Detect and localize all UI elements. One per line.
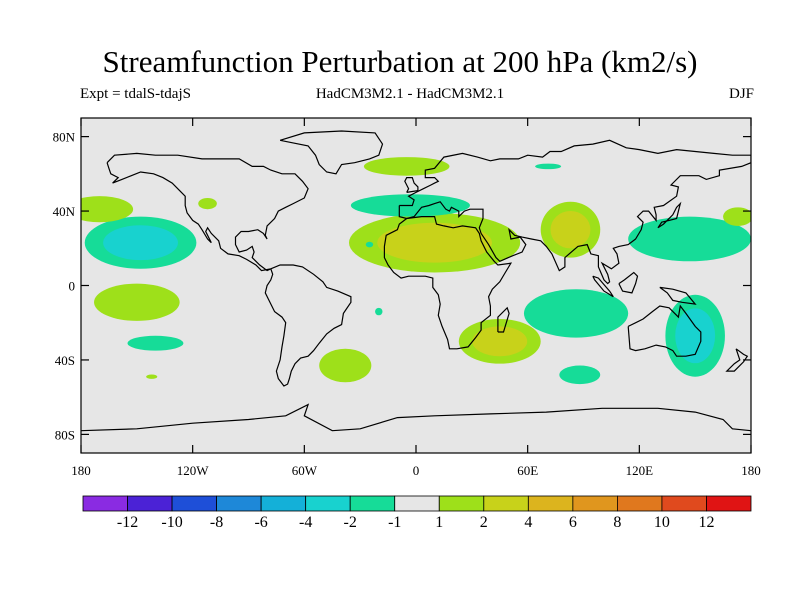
coastline-new-guinea (659, 286, 697, 305)
lat-tick-label: 40S (55, 353, 75, 368)
coastline-antarctica (81, 403, 751, 432)
coastline-eurasia (398, 139, 751, 285)
experiment-label: Expt = tdalS-tdajS (80, 86, 191, 102)
colorbar-label: 12 (698, 514, 714, 531)
anomaly-pacific-neg-tropics-north-level-1 (103, 225, 178, 261)
coastline-japan (657, 201, 682, 229)
anomaly-southern-africa-pos-level-1 (472, 326, 528, 357)
colorbar-label: 1 (435, 514, 443, 531)
colorbar-swatch (82, 495, 128, 512)
colorbar-swatch (394, 495, 440, 512)
colorbar-swatch (216, 495, 262, 512)
colorbar: -12 -10 -8 -6 -4 -2 -1 1 2 4 6 8 10 12 (82, 495, 752, 531)
coastline-sumatra (592, 275, 614, 298)
anomaly-pacific-pos-midlat-north-level-0 (81, 196, 134, 223)
coastlines (81, 130, 751, 432)
coastline-africa (383, 216, 513, 350)
coastline-borneo (618, 271, 639, 294)
plot-title: Streamfunction Perturbation at 200 hPa (… (102, 44, 698, 79)
lat-tick-label: 0 (69, 279, 76, 294)
colorbar-swatch (706, 495, 752, 512)
anomaly-indian-ocean-neg-south-level-0 (559, 365, 601, 385)
lon-tick-label: 180 (741, 463, 761, 478)
model-label: HadCM3M2.1 - HadCM3M2.1 (315, 86, 505, 102)
colorbar-swatch (171, 495, 217, 512)
colorbar-label: -2 (344, 514, 357, 531)
anomaly-north-atlantic-neg-small-level-0 (198, 198, 217, 210)
colorbar-swatch (661, 495, 707, 512)
colorbar-label: -12 (117, 514, 138, 531)
anomaly-asia-pos-level-1 (550, 210, 591, 249)
coastline-greenland (279, 130, 384, 175)
anomaly-pacific-neg-south-level-0 (127, 335, 184, 351)
anomaly-pacific-pos-small-south-level-0 (146, 374, 158, 379)
lon-tick-label: 180 (71, 463, 91, 478)
colorbar-label: 10 (654, 514, 670, 531)
coastline-south-america (264, 264, 352, 387)
colorbar-label: 4 (524, 514, 532, 531)
colorbar-label: -4 (299, 514, 312, 531)
coastline-north-america (106, 152, 309, 272)
anomaly-australia-neg-level-1 (675, 308, 716, 364)
lat-tick-label: 80S (55, 427, 75, 442)
anomaly-arctic-pos-greenland-sea-level-0 (363, 157, 450, 176)
colorbar-label: -8 (210, 514, 223, 531)
lon-tick-label: 120W (177, 463, 210, 478)
colorbar-label: 8 (613, 514, 621, 531)
colorbar-swatch (260, 495, 307, 512)
coastline-australia (627, 304, 702, 357)
colorbar-swatch (617, 495, 663, 512)
lon-tick-label: 60E (517, 463, 538, 478)
lat-tick-label: 40N (53, 204, 76, 219)
lon-tick-label: 0 (413, 463, 420, 478)
anomaly-west-pacific-pos-north-level-0 (723, 207, 751, 226)
colorbar-swatch (483, 495, 529, 512)
colorbar-swatch (305, 495, 351, 512)
colorbar-label: 6 (569, 514, 577, 531)
coastline-madagascar (497, 306, 510, 333)
coastline-uk (404, 177, 419, 193)
colorbar-swatch (438, 495, 485, 512)
anomaly-south-atlantic-pos-level-0 (319, 348, 372, 383)
coastline-new-zealand (725, 348, 749, 372)
colorbar-label: 2 (480, 514, 488, 531)
lon-tick-label: 60W (292, 463, 318, 478)
anomaly-indian-ocean-neg-level-0 (523, 289, 629, 338)
axis-ticks: 80N 40N 0 40S 80S 180 120W 60W 0 60E 120E 180 (53, 118, 761, 478)
anomaly-pacific-pos-south-level-0 (94, 283, 180, 321)
anomaly-east-asia-neg-small-level-0 (535, 163, 562, 170)
colorbar-swatch (572, 495, 618, 512)
lat-tick-label: 80N (53, 130, 76, 145)
anomaly-south-atlantic-neg-small-level-0 (375, 307, 383, 316)
lon-tick-label: 120E (626, 463, 654, 478)
colorbar-label: -1 (388, 514, 401, 531)
colorbar-swatch (527, 495, 574, 512)
colorbar-swatch (349, 495, 396, 512)
colorbar-swatch (127, 495, 173, 512)
colorbar-label: -6 (254, 514, 267, 531)
season-label: DJF (728, 86, 754, 102)
colorbar-label: -10 (161, 514, 182, 531)
anomaly-atlantic-pos-north-africa-level-1 (377, 222, 492, 263)
anomaly-west-africa-neg-small-level-0 (365, 241, 374, 248)
